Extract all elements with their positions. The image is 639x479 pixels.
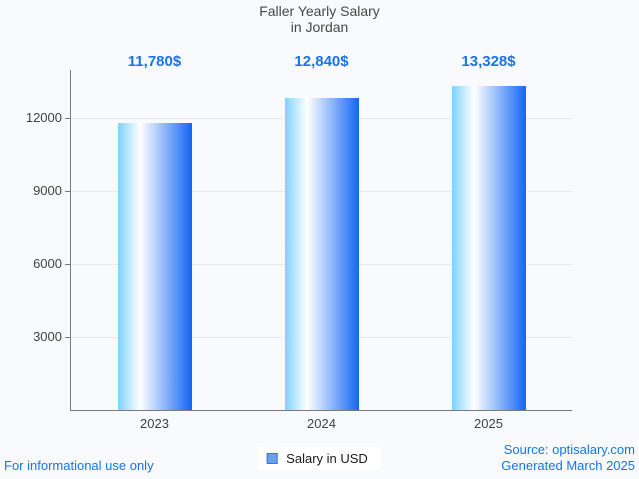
y-axis-label: 3000 [33, 328, 62, 344]
footer-disclaimer: For informational use only [4, 458, 154, 473]
value-annotation-2024: 12,840$ [294, 53, 349, 70]
x-axis-label-2023: 2023 [140, 416, 169, 431]
y-axis-tick [65, 117, 70, 119]
value-annotation-2023: 11,780$ [127, 53, 182, 70]
chart-title-line2: in Jordan [290, 19, 349, 35]
y-axis-tick [65, 336, 70, 338]
footer-right: Source: optisalary.com Generated March 2… [501, 442, 635, 474]
legend: Salary in USD [257, 447, 382, 470]
legend-swatch-icon [266, 453, 278, 464]
x-axis-label-2025: 2025 [474, 416, 503, 431]
chart-title-line1: Faller Yearly Salary [259, 3, 380, 19]
bar-2025[interactable] [451, 85, 526, 410]
y-axis-tick [65, 263, 70, 265]
y-axis-label: 9000 [33, 182, 62, 198]
bar-2023[interactable] [117, 123, 192, 410]
plot-area [70, 70, 572, 411]
generated-date: Generated March 2025 [501, 458, 635, 473]
y-axis-label: 6000 [33, 255, 62, 271]
x-axis-label-2024: 2024 [307, 416, 336, 431]
chart-title: Faller Yearly Salary in Jordan [0, 3, 639, 35]
value-annotation-2025: 13,328$ [461, 53, 516, 70]
source-link[interactable]: Source: optisalary.com [503, 442, 635, 457]
y-axis-label: 12000 [25, 109, 62, 125]
y-axis-tick [65, 190, 70, 192]
legend-label: Salary in USD [286, 451, 368, 466]
bar-2024[interactable] [284, 97, 359, 410]
